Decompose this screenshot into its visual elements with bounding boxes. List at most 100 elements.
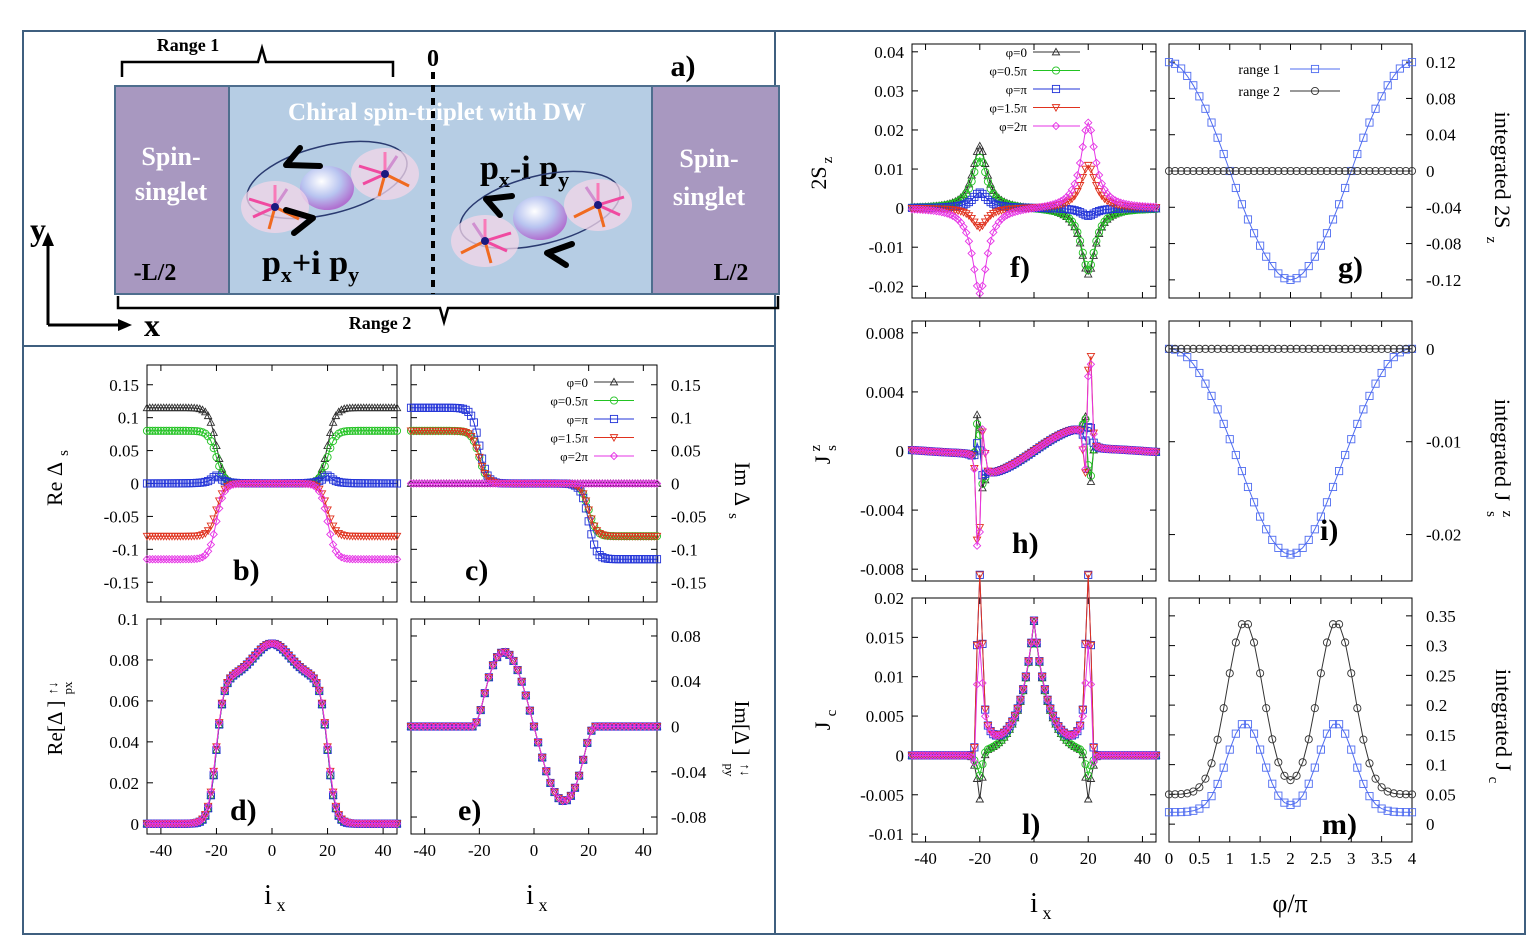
data-point: [1189, 360, 1198, 369]
data-point: [1164, 790, 1174, 799]
data-point: [320, 504, 330, 513]
panel-label-m: m): [1322, 808, 1357, 841]
data-point: [1231, 638, 1240, 647]
data-point: [1146, 447, 1155, 456]
data-point: [589, 479, 599, 488]
data-point: [337, 552, 346, 562]
data-point: [970, 192, 979, 201]
data-point: [541, 767, 551, 776]
data-point: [972, 774, 982, 782]
right-upper-arrow: [483, 193, 515, 218]
data-point: [975, 641, 985, 650]
data-point: [956, 448, 966, 458]
data-point: [907, 445, 917, 455]
data-point: [970, 265, 979, 274]
data-point: [619, 722, 629, 731]
data-point: [1401, 790, 1410, 799]
data-point: [455, 479, 465, 488]
data-point: [1395, 790, 1404, 799]
data-point: [1124, 445, 1134, 455]
data-point: [1067, 205, 1077, 214]
data-point: [1243, 166, 1253, 176]
data-point: [1316, 241, 1325, 250]
data-point: [1274, 269, 1283, 278]
data-point: [320, 718, 330, 727]
data-point: [507, 479, 517, 488]
data-point: [513, 479, 522, 488]
data-point: [1365, 759, 1374, 768]
data-point: [1007, 718, 1017, 726]
data-point: [1076, 208, 1085, 217]
data-point: [1353, 419, 1362, 428]
data-point: [499, 479, 509, 488]
data-point: [978, 158, 987, 167]
data-point: [331, 477, 340, 486]
data-point: [1054, 721, 1063, 731]
data-point: [562, 479, 572, 488]
data-point: [212, 441, 221, 449]
data-point: [145, 426, 154, 435]
data-point: [1008, 460, 1017, 470]
data-point: [978, 772, 987, 781]
data-point: [1151, 204, 1161, 213]
data-point: [1286, 550, 1295, 559]
data-point: [1094, 170, 1104, 180]
data-point: [328, 787, 338, 797]
data-point: [491, 479, 500, 488]
data-point: [521, 692, 531, 701]
data-point: [359, 819, 368, 828]
data-point: [624, 722, 633, 731]
left-lower-spin-node: [271, 203, 279, 211]
legend-entry: φ=0.5π: [989, 64, 1027, 79]
y-tick-label: -0.04: [671, 763, 707, 782]
data-point: [972, 641, 982, 650]
ylabel-i-sup: z: [1499, 511, 1515, 518]
data-point: [1078, 248, 1087, 257]
data-point: [1089, 209, 1098, 218]
x-tick-label: 4: [1408, 849, 1417, 868]
panel-f): 0.04 0.03 0.02 0.01 0 -0.01 -0.02 f): [869, 43, 1161, 299]
y-tick-label: 0.01: [874, 160, 904, 179]
y-tick-label: 0.04: [671, 672, 701, 691]
x-tick-label: -20: [468, 841, 491, 860]
data-point: [389, 554, 399, 564]
data-point: [203, 547, 213, 556]
data-point: [469, 418, 478, 427]
data-point: [587, 727, 596, 736]
data-point: [948, 448, 957, 457]
data-point: [1078, 174, 1088, 182]
data-point: [603, 479, 613, 488]
data-point: [529, 722, 539, 731]
data-point: [1292, 344, 1301, 353]
legend-entry: range 1: [1238, 63, 1280, 78]
data-point: [915, 205, 925, 214]
data-point: [1292, 771, 1301, 780]
data-point: [578, 479, 588, 488]
data-point: [234, 666, 243, 676]
data-point: [1094, 443, 1104, 452]
data-point: [1056, 196, 1066, 206]
data-point: [476, 706, 486, 715]
data-point: [1280, 166, 1289, 176]
data-point: [1292, 274, 1301, 283]
data-point: [1280, 771, 1289, 780]
data-point: [1171, 808, 1180, 817]
panel-label-d: d): [230, 794, 257, 827]
data-point: [1078, 443, 1088, 453]
y-tick-label: 0.06: [109, 692, 139, 711]
data-point: [574, 771, 584, 780]
data-point: [1395, 808, 1404, 817]
data-point: [606, 479, 615, 488]
legend-marker: [1051, 66, 1061, 75]
data-point: [1081, 464, 1090, 474]
y-tick-label: -0.004: [860, 501, 904, 520]
data-point: [480, 688, 490, 698]
right-edge-label: L/2: [714, 260, 749, 286]
y-tick-label: 0.02: [874, 589, 904, 608]
data-point: [488, 660, 498, 670]
data-point: [1286, 800, 1295, 809]
series-line-0: [912, 621, 1156, 800]
left-edge-label: -L/2: [134, 260, 177, 286]
data-point: [1086, 260, 1095, 269]
data-point: [226, 673, 235, 683]
